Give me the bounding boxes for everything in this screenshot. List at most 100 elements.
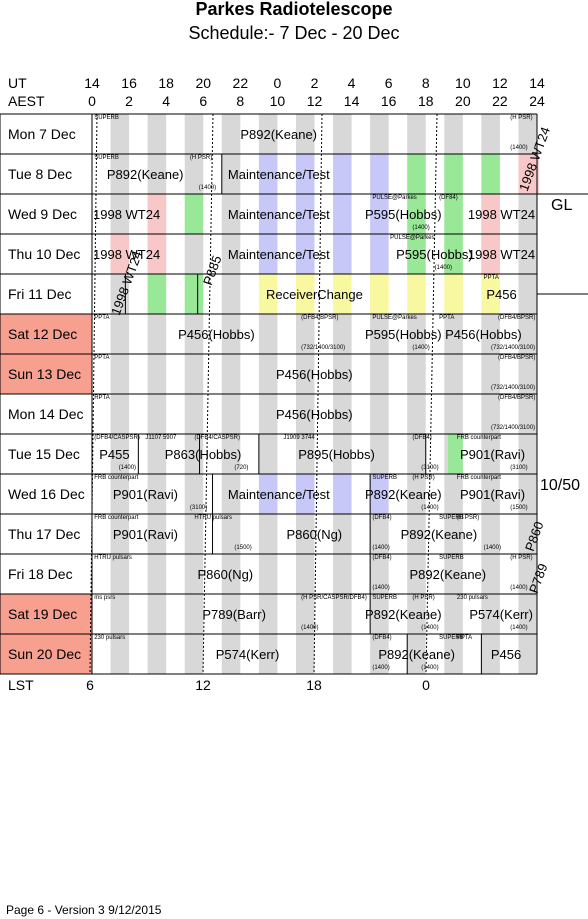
time-stripe bbox=[333, 314, 352, 354]
small-annotation: (1400) bbox=[483, 545, 501, 551]
project-label: P892(Keane) bbox=[409, 567, 487, 582]
aest-tick: 18 bbox=[417, 93, 434, 109]
time-stripe bbox=[444, 634, 463, 674]
project-label: P456(Hobbs) bbox=[276, 367, 353, 382]
time-stripe bbox=[444, 354, 463, 394]
time-stripe bbox=[481, 474, 500, 514]
small-annotation: SUPERB bbox=[94, 155, 119, 161]
weekend-day-cell bbox=[0, 634, 92, 674]
small-annotation: (DFB4) bbox=[372, 555, 392, 561]
time-stripe bbox=[444, 314, 463, 354]
small-annotation: PULSE@Parkes bbox=[372, 195, 417, 201]
small-annotation: (DFB4/BPSR) bbox=[301, 315, 339, 321]
time-stripe bbox=[518, 594, 537, 634]
small-annotation: (732/1400/3100) bbox=[491, 425, 536, 431]
project-label: P892(Keane) bbox=[365, 487, 442, 502]
small-annotation: (DFB4/BPSR) bbox=[498, 355, 536, 361]
time-stripe bbox=[295, 474, 315, 514]
time-stripe bbox=[110, 554, 130, 594]
small-annotation: (1400) bbox=[372, 545, 390, 551]
time-stripe bbox=[184, 474, 204, 514]
time-stripe bbox=[258, 394, 278, 434]
small-annotation: (1400) bbox=[118, 465, 137, 471]
project-label: P892(Keane) bbox=[240, 127, 318, 142]
time-stripe bbox=[370, 314, 389, 354]
time-stripe bbox=[221, 554, 241, 594]
time-stripe bbox=[110, 594, 130, 634]
time-stripe bbox=[184, 154, 204, 194]
aest-tick: 10 bbox=[269, 93, 286, 109]
time-stripe bbox=[518, 234, 537, 274]
ut-tick: 14 bbox=[529, 75, 545, 91]
time-stripe bbox=[444, 114, 463, 154]
time-stripe bbox=[407, 314, 426, 354]
small-annotation: FRB counterpart bbox=[94, 515, 139, 521]
lst-dashed-line bbox=[89, 113, 98, 675]
small-annotation: (1400) bbox=[434, 265, 452, 271]
lst-axis-label: LST bbox=[8, 677, 34, 693]
aest-tick: 14 bbox=[343, 93, 360, 109]
time-stripe bbox=[444, 554, 463, 594]
time-stripe bbox=[221, 114, 241, 154]
time-stripe bbox=[295, 314, 315, 354]
time-stripe bbox=[258, 234, 278, 274]
ut-tick: 10 bbox=[455, 75, 471, 91]
time-stripe bbox=[184, 354, 204, 394]
time-stripe bbox=[481, 434, 500, 474]
time-stripe bbox=[333, 154, 352, 194]
time-stripe bbox=[184, 554, 204, 594]
time-stripe bbox=[518, 194, 537, 234]
lst-dashed-line bbox=[202, 113, 214, 675]
small-annotation: (H PSR) bbox=[456, 515, 480, 521]
time-stripe bbox=[407, 634, 426, 674]
time-stripe bbox=[518, 434, 537, 474]
ut-tick: 2 bbox=[310, 75, 319, 91]
time-stripe bbox=[518, 474, 537, 514]
gl-label: GL bbox=[551, 197, 573, 214]
time-stripe bbox=[295, 394, 315, 434]
day-label: Tue 8 Dec bbox=[8, 166, 73, 182]
aest-tick: 24 bbox=[529, 93, 545, 109]
time-stripe bbox=[407, 474, 426, 514]
small-annotation: (DFB4/BPSR) bbox=[498, 395, 536, 401]
project-label: P892(Keane) bbox=[365, 607, 442, 622]
small-annotation: PPTA bbox=[94, 315, 110, 321]
small-annotation: SUPERB bbox=[439, 555, 464, 561]
time-stripe bbox=[147, 554, 167, 594]
time-stripe bbox=[147, 274, 167, 314]
time-stripe bbox=[110, 314, 130, 354]
small-annotation: (1400) bbox=[301, 625, 319, 631]
page-subtitle: Schedule:- 7 Dec - 20 Dec bbox=[188, 23, 400, 43]
highlight-block bbox=[481, 234, 500, 274]
time-stripe bbox=[147, 314, 167, 354]
small-annotation: SUPERB bbox=[94, 115, 119, 121]
ut-tick: 20 bbox=[195, 75, 212, 91]
lst-tick: 18 bbox=[306, 677, 322, 693]
small-annotation: PPTA bbox=[439, 315, 455, 321]
time-stripe bbox=[221, 354, 241, 394]
small-annotation: PPTA bbox=[483, 275, 499, 281]
time-stripe bbox=[444, 594, 463, 634]
project-label: 1998 WT24 bbox=[467, 247, 536, 262]
time-stripe bbox=[481, 354, 500, 394]
time-stripe bbox=[518, 274, 537, 314]
time-stripe bbox=[258, 474, 278, 514]
time-stripe bbox=[221, 434, 241, 474]
time-stripe bbox=[147, 434, 167, 474]
time-stripe bbox=[370, 474, 389, 514]
project-label: P901(Ravi) bbox=[112, 487, 178, 502]
day-label: Mon 14 Dec bbox=[8, 406, 84, 422]
aest-tick: 2 bbox=[125, 93, 133, 109]
time-stripe bbox=[370, 554, 389, 594]
time-stripe bbox=[221, 394, 241, 434]
small-annotation: HTRU pulsars bbox=[194, 515, 233, 521]
time-stripe bbox=[407, 114, 426, 154]
project-label: 1998 WT24 bbox=[93, 207, 161, 222]
project-label: P456 bbox=[490, 647, 522, 662]
time-stripe bbox=[258, 194, 278, 234]
small-annotation: (DFB4/CASPSR) bbox=[94, 435, 140, 441]
small-annotation: HTRU pulsars bbox=[94, 555, 132, 561]
page-title: Parkes Radiotelescope bbox=[195, 0, 393, 19]
time-stripe bbox=[110, 274, 130, 314]
small-annotation: J1909 3744 bbox=[283, 435, 315, 441]
